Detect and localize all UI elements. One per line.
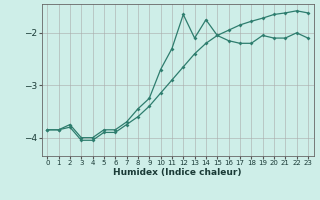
X-axis label: Humidex (Indice chaleur): Humidex (Indice chaleur) [113,168,242,177]
